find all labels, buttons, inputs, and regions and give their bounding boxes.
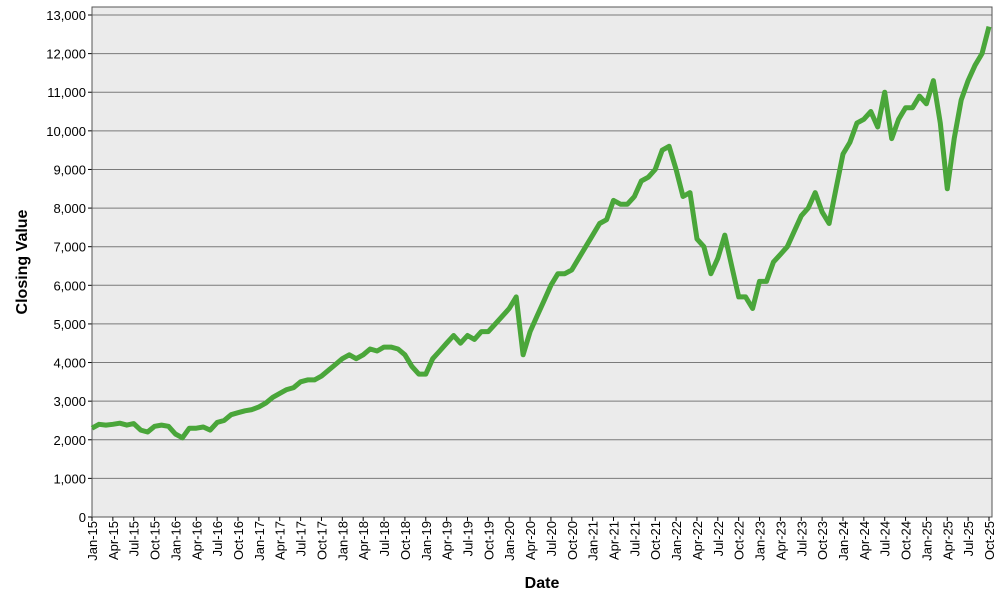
x-axis-title: Date xyxy=(525,575,560,592)
x-tick-label: Oct-16 xyxy=(231,521,246,560)
y-tick-label: 9,000 xyxy=(53,162,86,177)
x-tick-label: Jan-22 xyxy=(669,521,684,561)
x-tick-label: Apr-23 xyxy=(773,521,788,560)
x-tick-label: Oct-15 xyxy=(148,521,163,560)
y-tick-label: 0 xyxy=(79,510,86,525)
x-tick-label: Oct-22 xyxy=(732,521,747,560)
y-tick-label: 1,000 xyxy=(53,471,86,486)
x-tick-label: Jan-15 xyxy=(85,521,100,561)
y-tick-label: 5,000 xyxy=(53,317,86,332)
y-tick-label: 11,000 xyxy=(47,85,86,100)
y-tick-label: 2,000 xyxy=(53,433,86,448)
x-tick-label: Jul-16 xyxy=(210,521,225,556)
y-tick-label: 12,000 xyxy=(46,47,86,62)
x-tick-label: Apr-16 xyxy=(189,521,204,560)
x-tick-label: Oct-24 xyxy=(899,521,914,560)
x-tick-label: Jul-19 xyxy=(460,521,475,556)
y-tick-label: 8,000 xyxy=(53,201,86,216)
x-tick-label: Jul-17 xyxy=(294,521,309,556)
x-tick-label: Apr-20 xyxy=(523,521,538,560)
x-tick-label: Jul-18 xyxy=(377,521,392,556)
x-tick-label: Jul-22 xyxy=(711,521,726,556)
x-tick-label: Jul-23 xyxy=(794,521,809,556)
x-tick-label: Oct-25 xyxy=(982,521,997,560)
y-tick-label: 3,000 xyxy=(53,394,86,409)
x-tick-label: Jan-18 xyxy=(335,521,350,561)
x-tick-label: Oct-19 xyxy=(481,521,496,560)
x-tick-label: Jul-24 xyxy=(878,521,893,556)
y-tick-label: 4,000 xyxy=(53,356,86,371)
x-tick-label: Jan-20 xyxy=(502,521,517,561)
x-tick-label: Jan-21 xyxy=(586,521,601,561)
x-tick-label: Oct-23 xyxy=(815,521,830,560)
data-line xyxy=(90,25,992,441)
x-tick-label: Jan-19 xyxy=(419,521,434,561)
x-tick-label: Oct-18 xyxy=(398,521,413,560)
y-tick-label: 10,000 xyxy=(46,124,86,139)
x-tick-label: Apr-24 xyxy=(857,521,872,560)
y-tick-label: 13,000 xyxy=(46,8,86,23)
y-tick-label: 6,000 xyxy=(53,278,86,293)
x-tick-label: Jan-17 xyxy=(252,521,267,561)
x-tick-label: Jan-24 xyxy=(836,521,851,561)
x-tick-label: Jan-25 xyxy=(919,521,934,561)
x-tick-label: Apr-19 xyxy=(440,521,455,560)
y-axis-title: Closing Value xyxy=(14,209,31,314)
x-tick-label: Oct-20 xyxy=(565,521,580,560)
x-tick-label: Jan-16 xyxy=(168,521,183,561)
plot-area xyxy=(92,7,992,517)
x-tick-label: Oct-21 xyxy=(648,521,663,560)
x-tick-label: Jul-15 xyxy=(127,521,142,556)
x-tick-label: Apr-22 xyxy=(690,521,705,560)
x-tick-label: Jul-25 xyxy=(961,521,976,556)
x-tick-label: Apr-25 xyxy=(940,521,955,560)
x-tick-label: Jul-20 xyxy=(544,521,559,556)
x-tick-label: Jan-23 xyxy=(753,521,768,561)
x-tick-label: Apr-18 xyxy=(356,521,371,560)
y-tick-label: 7,000 xyxy=(53,240,86,255)
x-tick-label: Oct-17 xyxy=(314,521,329,560)
plot-border xyxy=(91,6,993,518)
x-tick-label: Apr-15 xyxy=(106,521,121,560)
x-tick-label: Apr-17 xyxy=(273,521,288,560)
x-tick-label: Jul-21 xyxy=(627,521,642,556)
x-tick-label: Apr-21 xyxy=(607,521,622,560)
